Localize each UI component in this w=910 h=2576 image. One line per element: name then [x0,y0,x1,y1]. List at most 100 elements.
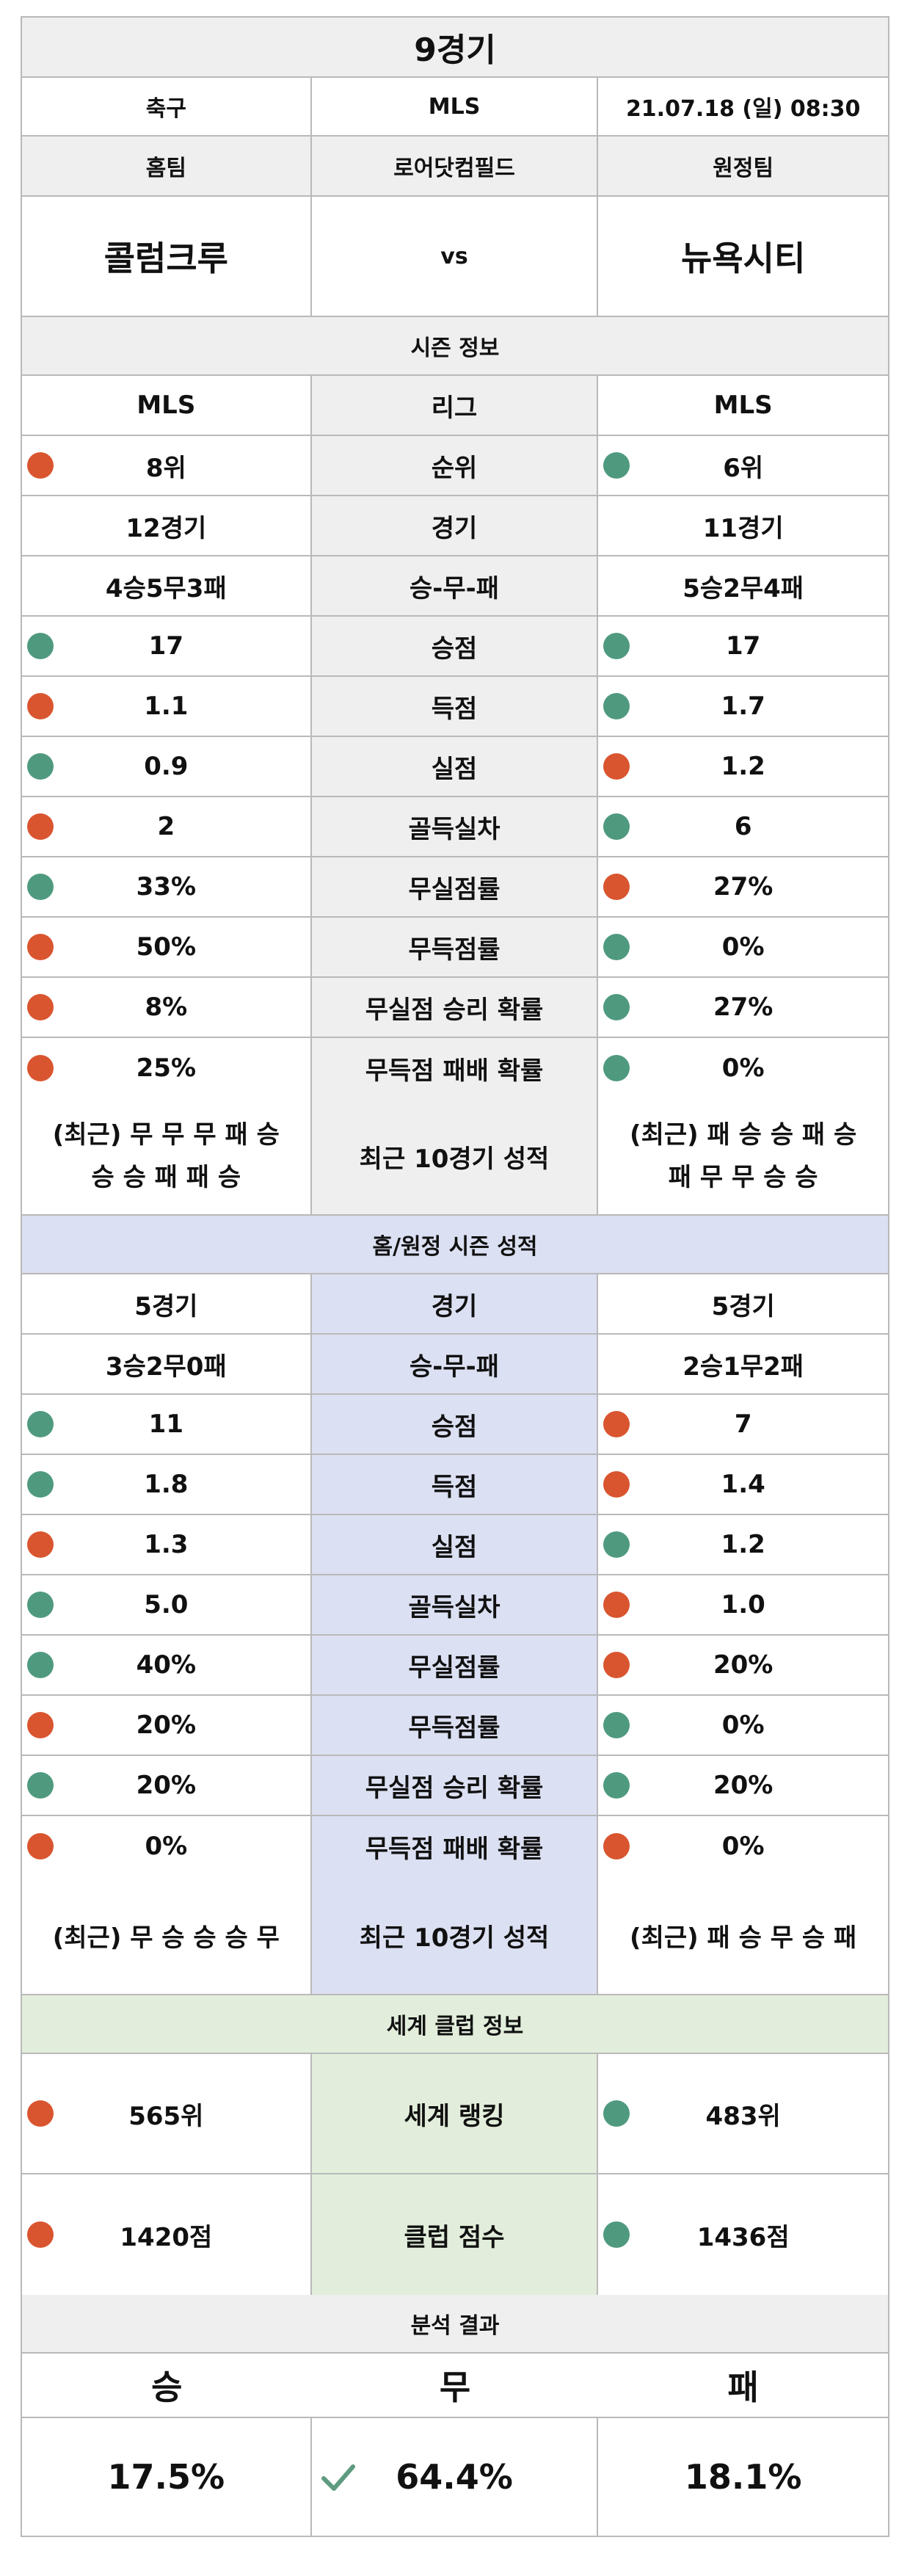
home-stat-text: 40% [136,1650,197,1680]
home-stat-value: 17 [22,617,312,675]
homeaway-section-header: 홈/원정 시즌 성적 [22,1216,888,1274]
team-role-row: 홈팀 로어닷컴필드 원정팀 [22,137,888,197]
win-label: 승 [151,2368,183,2407]
world-row: 565위 세계 랭킹 483위 [22,2054,888,2174]
homeaway-row: 40% 무실점률 20% [22,1636,888,1696]
home-stat-value: 3승2무0패 [22,1335,312,1393]
away-stat-text: 27% [713,993,774,1022]
teams-row: 콜럼크루 vs 뉴욕시티 [22,197,888,317]
home-stat-text: MLS [136,391,196,420]
season-section-header: 시즌 정보 [22,317,888,376]
home-recent-form-homeaway: (최근) 무 승 승 승 무 [22,1876,312,1994]
home-stat-value: 40% [22,1636,312,1694]
stat-label: 승-무-패 [311,1335,599,1393]
home-stat-value: 4승5무3패 [22,556,312,615]
season-row: MLS 리그 MLS [22,376,888,436]
red-dot-icon [27,934,54,960]
away-recent-line-2: 패 무 무 승 승 [668,1163,818,1192]
homeaway-row: 1.8 득점 1.4 [22,1455,888,1515]
away-stat-value: 2승1무2패 [598,1335,888,1393]
homeaway-row: 20% 무실점 승리 확률 20% [22,1756,888,1816]
home-stat-text: 50% [136,932,197,962]
home-stat-text: 17 [148,631,183,661]
season-row: 8% 무실점 승리 확률 27% [22,978,888,1038]
analysis-section-header: 분석 결과 [22,2295,888,2354]
away-stat-text: 1.2 [721,1530,765,1559]
teal-dot-icon [603,813,630,840]
season-section-title: 시즌 정보 [410,335,500,361]
home-stat-text: 8위 [145,453,186,483]
stat-label: 득점 [311,677,599,736]
world-section-header: 세계 클럽 정보 [22,1995,888,2054]
away-stat-value: 1.4 [598,1455,888,1514]
away-stat-value: 0% [598,1696,888,1755]
away-stat-text: 1436점 [696,2222,790,2252]
stat-label: 클럽 점수 [311,2174,599,2295]
red-dot-icon [603,1652,630,1678]
season-row: 33% 무실점률 27% [22,857,888,918]
away-stat-value: 1.7 [598,677,888,736]
away-stat-value: 11경기 [598,496,888,555]
away-stat-text: 27% [713,872,774,901]
world-section-title: 세계 클럽 정보 [386,2014,524,2039]
home-stat-text: 2 [157,812,175,841]
away-stat-text: 7 [734,1409,752,1439]
home-stat-text: 8% [145,993,188,1022]
world-row: 1420점 클럽 점수 1436점 [22,2174,888,2295]
recent-form-label-homeaway: 최근 10경기 성적 [311,1876,599,1994]
away-stat-text: 0% [721,1710,765,1740]
red-dot-icon [27,1712,54,1738]
home-stat-value: 1420점 [22,2174,312,2295]
away-stat-text: 11경기 [702,513,784,543]
teal-dot-icon [603,452,630,479]
stat-label: 실점 [311,1515,599,1574]
away-stat-value: 5승2무4패 [598,556,888,615]
home-stat-value: 8% [22,978,312,1037]
teal-dot-icon [603,633,630,659]
match-title-row: 9경기 [22,18,888,78]
homeaway-row: 5경기 경기 5경기 [22,1274,888,1335]
homeaway-row: 1.3 실점 1.2 [22,1515,888,1575]
stat-label: 승점 [311,617,599,675]
draw-probability-cell: 64.4% [312,2418,599,2536]
homeaway-row: 11 승점 7 [22,1395,888,1455]
away-stat-text: 1.4 [721,1470,765,1499]
season-row: 8위 순위 6위 [22,436,888,496]
teal-dot-icon [27,753,54,780]
away-stat-text: 0% [721,1053,765,1083]
stat-label: 무득점 패배 확률 [311,1038,599,1098]
away-stat-value: 27% [598,857,888,916]
home-stat-value: 11 [22,1395,312,1454]
match-analysis-sheet: 9경기 축구 MLS 21.07.18 (일) 08:30 홈팀 로어닷컴필드 … [21,16,889,2537]
away-stat-value: 0% [598,1816,888,1876]
red-dot-icon [603,753,630,780]
teal-dot-icon [27,1592,54,1618]
home-stat-text: 565위 [128,2101,204,2131]
recent-form-label: 최근 10경기 성적 [311,1098,599,1214]
home-team-name: 콜럼크루 [22,197,312,316]
red-dot-icon [27,693,54,719]
home-stat-value: 25% [22,1038,312,1098]
home-stat-value: 20% [22,1696,312,1755]
away-stat-value: 6 [598,797,888,856]
red-dot-icon [27,452,54,479]
away-stat-text: 0% [721,1832,765,1861]
check-icon [321,2464,355,2491]
season-row: 12경기 경기 11경기 [22,496,888,556]
away-stat-text: 20% [713,1771,774,1800]
home-stat-value: 5경기 [22,1274,312,1333]
home-stat-text: 0.9 [144,752,189,781]
stat-label: 승-무-패 [311,556,599,615]
home-stat-value: 565위 [22,2054,312,2173]
stat-label: 무득점률 [311,1696,599,1755]
teal-dot-icon [27,874,54,900]
away-stat-text: 5경기 [711,1291,775,1321]
red-dot-icon [27,2221,54,2248]
homeaway-stats: 5경기 경기 5경기 3승2무0패 승-무-패 2승1무2패 11 승점 7 1.8 득점 1.4 1.… [22,1274,888,1876]
stat-label: 골득실차 [311,797,599,856]
teal-dot-icon [603,2221,630,2248]
season-stats: MLS 리그 MLS 8위 순위 6위 12경기 경기 11경기 4승5무3패 승-무-패 5승2무4… [22,376,888,1098]
away-stat-value: MLS [598,376,888,435]
away-stat-text: 1.7 [721,692,765,721]
teal-dot-icon [603,934,630,960]
